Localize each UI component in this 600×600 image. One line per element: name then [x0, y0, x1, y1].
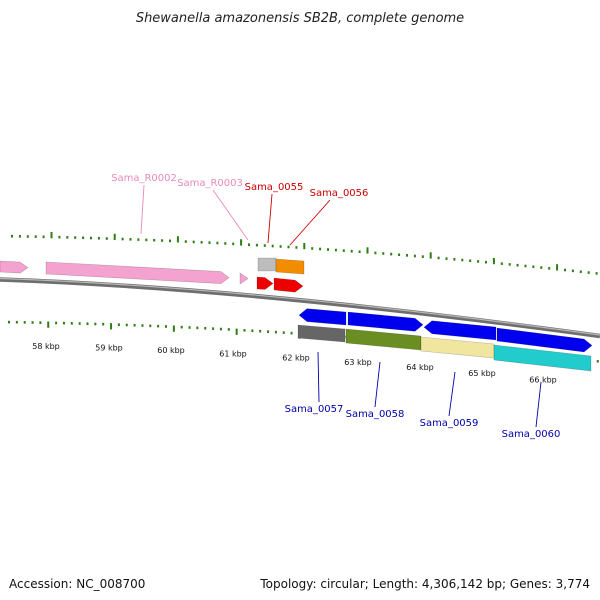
gene-sama-0060[interactable] — [493, 344, 592, 372]
gene-sama-0056[interactable] — [275, 258, 305, 275]
callout-leader-line — [289, 199, 331, 246]
gene-feature[interactable] — [347, 311, 424, 332]
kbp-label: 66 kbp — [529, 376, 557, 385]
kbp-label: 65 kbp — [468, 369, 496, 378]
kbp-label: 62 kbp — [282, 353, 310, 362]
outer-tick-track — [11, 231, 598, 275]
gene-sama-0059[interactable] — [420, 336, 495, 359]
gene-label: Sama_0059 — [420, 418, 479, 429]
kbp-label: 58 kbp — [32, 342, 60, 351]
callout-leader-line — [374, 361, 381, 408]
accession-text: Accession: NC_008700 — [9, 577, 146, 591]
callout-leader-line — [535, 381, 542, 428]
kbp-label: 61 kbp — [219, 349, 247, 358]
gene-label: Sama_0057 — [285, 404, 344, 415]
gene-feature[interactable] — [273, 277, 304, 293]
gene-label: Sama_R0003 — [177, 178, 243, 189]
gene-label: Sama_R0002 — [111, 173, 177, 184]
gene-sama-r0002[interactable] — [45, 261, 230, 284]
map-title: Shewanella amazonensis SB2B, complete ge… — [136, 11, 464, 26]
gene-label: Sama_0055 — [245, 182, 304, 193]
kbp-label: 64 kbp — [406, 363, 434, 372]
callout-leader-line — [267, 193, 273, 244]
callout-leader-line — [212, 189, 249, 241]
gene-label: Sama_0060 — [502, 429, 561, 440]
gene-feature[interactable] — [256, 276, 274, 290]
gene-feature[interactable] — [423, 320, 497, 341]
feature-track — [0, 257, 593, 372]
gene-sama-0058[interactable] — [345, 328, 422, 351]
callout-leader-line — [448, 371, 456, 417]
gene-callouts: Sama_R0002 Sama_R0003 Sama_0055 Sama_0056 Sa… — [111, 173, 560, 440]
gene-sama-0055[interactable] — [257, 257, 277, 272]
kbp-label: 63 kbp — [344, 358, 372, 367]
kbp-label: 60 kbp — [157, 346, 185, 355]
gene-feature[interactable] — [0, 260, 29, 274]
kbp-scale-labels: 58 kbp 59 kbp 60 kbp 61 kbp 62 kbp 63 kbp 64 k… — [32, 342, 557, 385]
gene-label: Sama_0056 — [310, 188, 369, 199]
topology-text: Topology: circular; Length: 4,306,142 bp… — [260, 577, 590, 591]
gene-feature[interactable] — [298, 308, 347, 326]
kbp-label: 59 kbp — [95, 344, 123, 353]
gene-feature[interactable] — [496, 327, 593, 353]
gene-sama-r0003[interactable] — [239, 272, 249, 285]
genome-backbone — [0, 277, 600, 339]
callout-leader-line — [317, 351, 320, 403]
gene-label: Sama_0058 — [346, 409, 405, 420]
callout-leader-line — [140, 184, 145, 235]
gene-sama-0057[interactable] — [297, 324, 346, 343]
